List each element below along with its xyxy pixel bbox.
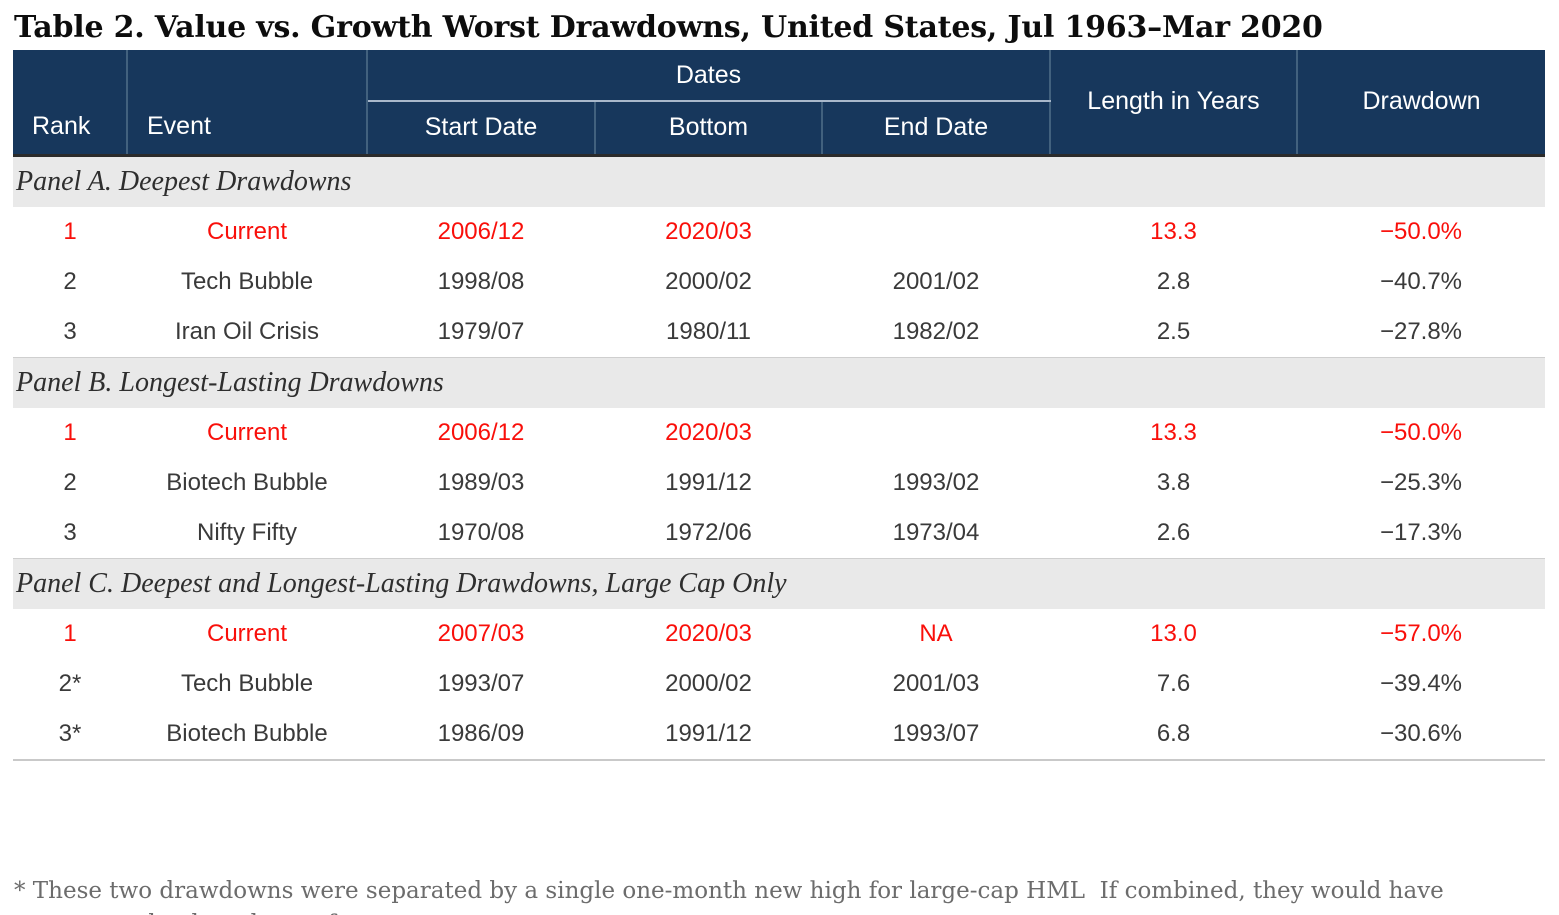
length-cell: 13.3: [1150, 418, 1197, 446]
start-date-cell: 1993/07: [437, 669, 525, 697]
panel-label: Panel A. Deepest Drawdowns: [13, 154, 1545, 207]
bottom-cell: 1980/11: [666, 317, 751, 345]
drawdown-cell: −30.6%: [1379, 719, 1463, 747]
table-row: 1 Current 2007/03 2020/03 NA 13.0 −57.0%: [13, 609, 1545, 659]
event-cell: Current: [206, 418, 288, 446]
bottom-cell: 2000/02: [665, 267, 752, 295]
end-date-cell: [822, 207, 1050, 257]
panel-label: Panel C. Deepest and Longest-Lasting Dra…: [13, 557, 1545, 609]
rank-cell: 1: [63, 418, 77, 446]
table-row: 3 Nifty Fifty 1970/08 1972/06 1973/04 2.…: [13, 508, 1545, 559]
table-row: 3* Biotech Bubble 1986/09 1991/12 1993/0…: [13, 709, 1545, 760]
col-header-rank: Rank: [13, 50, 128, 157]
table-row: 1 Current 2006/12 2020/03 13.3 −50.0%: [13, 408, 1545, 458]
length-cell: 2.8: [1156, 267, 1191, 295]
end-date-cell: 1993/02: [892, 468, 980, 496]
length-cell: 3.8: [1156, 468, 1191, 496]
col-header-bottom: Bottom: [595, 101, 823, 157]
col-header-length-in-years: Length in Years: [1049, 50, 1298, 157]
panel-b-band: Panel B. Longest-Lasting Drawdowns: [13, 356, 1545, 408]
table-header: Rank Event Dates Length in Years Drawdow…: [13, 50, 1545, 157]
event-cell: Biotech Bubble: [166, 468, 328, 496]
col-header-event: Event: [127, 50, 368, 157]
rank-cell: 1: [63, 217, 77, 245]
drawdown-cell: −27.8%: [1379, 317, 1463, 345]
start-date-cell: 2006/12: [437, 418, 525, 446]
table-row: 2* Tech Bubble 1993/07 2000/02 2001/03 7…: [13, 659, 1545, 709]
col-header-dates-group: Dates: [367, 50, 1050, 102]
drawdown-cell: −40.7%: [1379, 267, 1463, 295]
page: Table 2. Value vs. Growth Worst Drawdown…: [0, 9, 1559, 915]
bottom-cell: 1991/12: [665, 468, 752, 496]
drawdown-cell: −57.0%: [1379, 619, 1463, 647]
rank-cell: 2: [63, 267, 77, 295]
start-date-cell: 1989/03: [437, 468, 525, 496]
start-date-cell: 2007/03: [437, 619, 525, 647]
start-date-cell: 2006/12: [437, 217, 525, 245]
footnotes: * These two drawdowns were separated by …: [14, 809, 1559, 915]
rank-cell: 3: [63, 317, 77, 345]
length-cell: 6.8: [1156, 719, 1191, 747]
length-cell: 13.0: [1150, 619, 1197, 647]
bottom-cell: 1972/06: [665, 518, 752, 546]
table-row: 1 Current 2006/12 2020/03 13.3 −50.0%: [13, 207, 1545, 257]
table-row: 2 Tech Bubble 1998/08 2000/02 2001/02 2.…: [13, 257, 1545, 307]
start-date-cell: 1998/08: [437, 267, 525, 295]
length-cell: 2.5: [1156, 317, 1191, 345]
col-header-start-date: Start Date: [367, 101, 596, 157]
length-cell: 13.3: [1150, 217, 1197, 245]
drawdown-cell: −39.4%: [1379, 669, 1463, 697]
event-cell: Current: [206, 217, 288, 245]
bottom-cell: 2020/03: [665, 217, 752, 245]
rank-cell: 1: [63, 619, 77, 647]
panel-label: Panel B. Longest-Lasting Drawdowns: [13, 356, 1545, 408]
table-row: 3 Iran Oil Crisis 1979/07 1980/11 1982/0…: [13, 307, 1545, 358]
table-row: 2 Biotech Bubble 1989/03 1991/12 1993/02…: [13, 458, 1545, 508]
event-cell: Biotech Bubble: [166, 719, 328, 747]
length-cell: 7.6: [1156, 669, 1191, 697]
end-date-cell: [822, 408, 1050, 458]
event-cell: Current: [206, 619, 288, 647]
start-date-cell: 1970/08: [437, 518, 525, 546]
bottom-cell: 1991/12: [665, 719, 752, 747]
rank-cell: 3: [63, 518, 77, 546]
rank-cell: 3*: [58, 719, 82, 747]
length-cell: 2.6: [1156, 518, 1191, 546]
start-date-cell: 1979/07: [437, 317, 525, 345]
end-date-cell: 1973/04: [892, 518, 980, 546]
drawdown-cell: −50.0%: [1379, 217, 1463, 245]
event-cell: Iran Oil Crisis: [174, 317, 319, 345]
start-date-cell: 1986/09: [437, 719, 525, 747]
drawdown-cell: −17.3%: [1379, 518, 1463, 546]
drawdowns-table: Rank Event Dates Length in Years Drawdow…: [13, 50, 1545, 761]
table-title: Table 2. Value vs. Growth Worst Drawdown…: [14, 10, 1323, 45]
end-date-cell: 2001/02: [892, 267, 980, 295]
event-cell: Tech Bubble: [180, 669, 314, 697]
end-date-cell: 1993/07: [892, 719, 980, 747]
end-date-cell: NA: [919, 619, 953, 647]
footnote-line-1: * These two drawdowns were separated by …: [14, 877, 1444, 915]
rank-cell: 2*: [58, 669, 82, 697]
rank-cell: 2: [63, 468, 77, 496]
panel-a-band: Panel A. Deepest Drawdowns: [13, 154, 1545, 207]
bottom-cell: 2020/03: [665, 418, 752, 446]
event-cell: Tech Bubble: [180, 267, 314, 295]
end-date-cell: 2001/03: [892, 669, 980, 697]
bottom-cell: 2000/02: [665, 669, 752, 697]
col-header-drawdown: Drawdown: [1297, 50, 1545, 157]
panel-c-band: Panel C. Deepest and Longest-Lasting Dra…: [13, 557, 1545, 609]
drawdown-cell: −50.0%: [1379, 418, 1463, 446]
end-date-cell: 1982/02: [892, 317, 980, 345]
col-header-end-date: End Date: [822, 101, 1050, 157]
bottom-cell: 2020/03: [665, 619, 752, 647]
drawdown-cell: −25.3%: [1379, 468, 1463, 496]
event-cell: Nifty Fifty: [197, 518, 297, 546]
